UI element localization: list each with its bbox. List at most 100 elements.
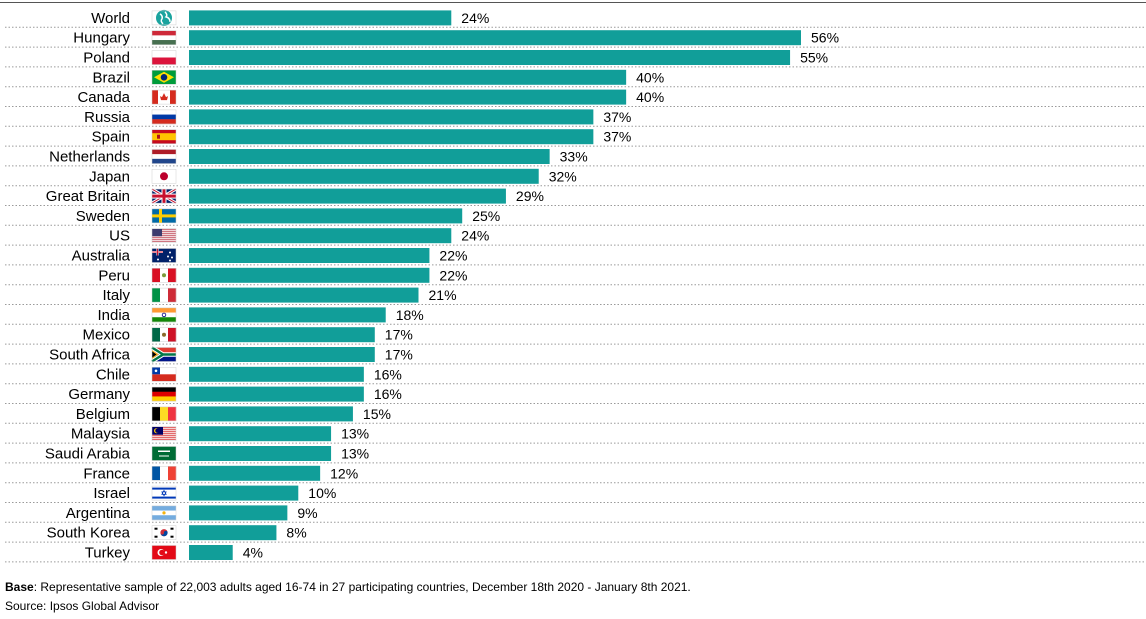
bar-italy [189, 287, 419, 303]
flag-israel-icon [151, 485, 177, 501]
row-separators [5, 26, 1146, 563]
value-label-spain: 37% [603, 129, 631, 145]
base-note: Base: Representative sample of 22,003 ad… [5, 580, 691, 594]
value-label-malaysia: 13% [341, 426, 369, 442]
category-label-brazil: Brazil [92, 69, 130, 86]
flag-icons [150, 9, 177, 560]
flag-sweden-icon [151, 208, 177, 224]
flag-japan-icon [151, 169, 177, 184]
bar-netherlands [189, 149, 550, 164]
bar-peru [189, 267, 430, 283]
flag-belgium-icon [151, 406, 177, 422]
bar-australia [189, 248, 430, 263]
category-label-south-korea: South Korea [47, 525, 131, 542]
base-label: Base [5, 580, 34, 594]
value-label-turkey: 4% [243, 545, 263, 561]
value-label-argentina: 9% [297, 505, 317, 521]
flag-peru-icon [151, 268, 177, 283]
bar-germany [189, 386, 364, 402]
value-label-netherlands: 33% [560, 149, 588, 165]
category-label-germany: Germany [68, 386, 130, 403]
flag-brazil-icon [151, 70, 177, 85]
source-note: Source: Ipsos Global Advisor [5, 599, 160, 613]
value-label-peru: 22% [439, 267, 467, 283]
value-label-poland: 55% [800, 50, 828, 66]
bar-south-africa [189, 347, 375, 362]
category-label-spain: Spain [92, 129, 130, 146]
category-label-india: India [97, 307, 130, 324]
category-label-peru: Peru [98, 267, 130, 284]
flag-netherlands-icon [151, 149, 177, 164]
flag-hungary-icon [151, 30, 177, 45]
category-label-italy: Italy [102, 287, 130, 304]
category-label-mexico: Mexico [82, 327, 130, 344]
bar-chart: World Hungary Poland Brazil Canada Russia Spai… [5, 9, 1146, 563]
flag-world-icon [151, 9, 177, 26]
category-labels: World Hungary Poland Brazil Canada Russia Spai… [45, 10, 131, 562]
bar-israel [189, 485, 299, 501]
value-label-sweden: 25% [472, 208, 500, 224]
value-label-australia: 22% [439, 248, 467, 264]
value-label-chile: 16% [374, 366, 402, 382]
bar-chile [189, 366, 364, 382]
category-label-saudi-arabia: Saudi Arabia [45, 446, 131, 463]
bar-sweden [189, 208, 463, 224]
bar-mexico [189, 327, 375, 343]
category-label-world: World [91, 10, 130, 27]
category-label-netherlands: Netherlands [49, 149, 130, 166]
category-label-israel: Israel [93, 485, 130, 502]
category-label-france: France [83, 465, 130, 482]
value-label-india: 18% [396, 307, 424, 323]
bar-hungary [189, 30, 801, 46]
flag-mexico-icon [151, 327, 177, 342]
category-label-australia: Australia [72, 248, 131, 265]
bar-malaysia [189, 426, 332, 442]
value-label-world: 24% [461, 10, 489, 26]
flag-russia-icon [151, 109, 177, 125]
bar-belgium [189, 406, 353, 422]
category-label-japan: Japan [89, 168, 130, 185]
bar-russia [189, 109, 594, 125]
flag-germany-icon [151, 386, 177, 402]
value-label-belgium: 15% [363, 406, 391, 422]
value-label-saudi-arabia: 13% [341, 446, 369, 462]
bar-argentina [189, 505, 288, 521]
value-label-israel: 10% [308, 485, 336, 501]
bar-india [189, 307, 386, 323]
flag-great-britain-icon [151, 187, 177, 205]
category-label-sweden: Sweden [76, 208, 130, 225]
category-label-great-britain: Great Britain [46, 188, 130, 205]
flag-italy-icon [151, 287, 177, 303]
flag-poland-icon [151, 50, 177, 65]
bar-canada [189, 89, 627, 105]
category-label-malaysia: Malaysia [71, 426, 131, 443]
value-label-canada: 40% [636, 89, 664, 105]
value-label-south-korea: 8% [286, 525, 306, 541]
value-label-italy: 21% [429, 287, 457, 303]
value-label-great-britain: 29% [516, 188, 544, 204]
bar-saudi-arabia [189, 446, 332, 461]
flag-spain-icon [151, 129, 177, 144]
value-label-south-africa: 17% [385, 347, 413, 363]
bar-spain [189, 129, 594, 145]
value-label-us: 24% [461, 228, 489, 244]
flag-saudi-arabia-icon [151, 446, 177, 461]
category-label-south-africa: South Africa [49, 347, 131, 364]
value-labels: 24% 56% 55% 40% 40% 37% 37% 33% 32% 29% 25% 24% 22% 2… [243, 10, 839, 561]
flag-argentina-icon [151, 505, 177, 521]
category-label-poland: Poland [83, 50, 130, 67]
bar-france [189, 465, 321, 481]
flag-malaysia-icon [151, 426, 177, 441]
flag-south-korea-icon [151, 525, 177, 540]
bar-great-britain [189, 188, 506, 204]
flag-france-icon [151, 466, 177, 481]
bar-brazil [189, 69, 627, 85]
category-label-canada: Canada [77, 89, 130, 106]
value-label-japan: 32% [549, 168, 577, 184]
category-label-chile: Chile [96, 366, 130, 383]
bar-us [189, 228, 452, 244]
value-label-brazil: 40% [636, 69, 664, 85]
flag-australia-icon [151, 248, 177, 263]
value-label-germany: 16% [374, 386, 402, 402]
category-label-turkey: Turkey [85, 545, 131, 562]
